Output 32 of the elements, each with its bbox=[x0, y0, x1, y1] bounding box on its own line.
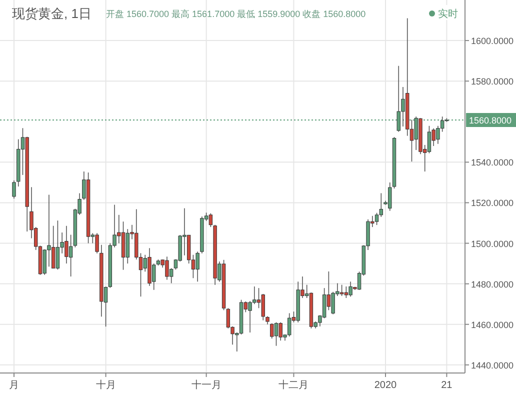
x-tick-label: 十一月 bbox=[191, 379, 222, 391]
y-tick-label: 1460.0000 bbox=[471, 320, 514, 330]
y-tick-label: 1440.0000 bbox=[471, 360, 514, 370]
x-tick-label: 十月 bbox=[96, 379, 116, 391]
candlestick bbox=[374, 212, 379, 226]
y-tick-label: 1540.0000 bbox=[471, 158, 514, 168]
candlestick bbox=[68, 234, 73, 277]
candlestick bbox=[340, 284, 344, 296]
x-tick-label: 21 bbox=[441, 380, 453, 391]
candlestick bbox=[270, 322, 274, 339]
candlestick bbox=[344, 286, 348, 298]
candlestick bbox=[261, 294, 265, 321]
x-tick-label: 十二月 bbox=[278, 379, 309, 391]
y-tick-label: 1600.0000 bbox=[471, 36, 514, 46]
y-tick-label: 1480.0000 bbox=[471, 279, 514, 290]
text: 现货黄金, 1日 bbox=[12, 6, 92, 21]
y-tick-label: 1500.0000 bbox=[471, 238, 514, 249]
candlestick bbox=[322, 288, 326, 319]
candlestick bbox=[51, 225, 56, 269]
candlestick bbox=[12, 180, 16, 200]
candlestick bbox=[274, 322, 278, 346]
y-tick-label: 1520.0000 bbox=[471, 198, 514, 208]
candlestick bbox=[56, 220, 60, 270]
ref-line-label: 1560.8000 bbox=[469, 116, 512, 126]
x-tick-label: 2020 bbox=[374, 380, 398, 391]
annotation: 实时 bbox=[438, 8, 458, 20]
candlestick bbox=[427, 125, 432, 154]
x-tick-label: 月 bbox=[9, 380, 19, 391]
annotation: 开盘 1560.7000 最高 1561.7000 最低 1559.9000 收盘 1560.8000 bbox=[106, 9, 366, 19]
y-tick-label: 1580.0000 bbox=[471, 76, 514, 87]
candlestick bbox=[196, 251, 200, 282]
candlestick bbox=[208, 212, 213, 228]
